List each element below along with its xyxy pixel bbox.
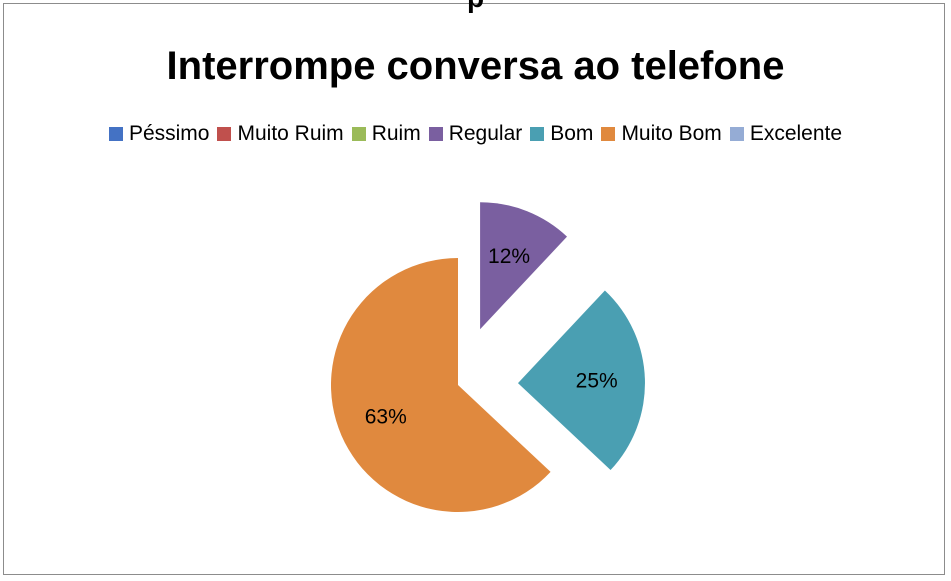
chart-legend: Péssimo Muito Ruim Ruim Regular Bom Muito Bom… <box>0 122 951 146</box>
legend-label: Muito Ruim <box>237 122 344 145</box>
chart-title: Interrompe conversa ao telefone <box>166 44 785 88</box>
legend-swatch <box>729 127 744 141</box>
legend-item: Muito Ruim <box>217 122 344 146</box>
legend-label: Muito Bom <box>621 122 722 145</box>
legend-swatch <box>108 127 123 141</box>
pie-slice-bom <box>517 290 645 471</box>
legend-label: Regular <box>448 122 523 145</box>
slice-data-label: 25% <box>576 370 618 393</box>
legend-swatch <box>217 127 232 141</box>
slice-data-label: 63% <box>365 405 407 428</box>
legend-item: Regular <box>428 122 523 146</box>
legend-item: Péssimo <box>108 122 210 146</box>
pie-slice-muito-bom <box>331 258 551 512</box>
legend-item: Ruim <box>351 122 421 146</box>
slice-data-label: 12% <box>488 245 530 268</box>
legend-label: Ruim <box>371 122 421 145</box>
legend-label: Bom <box>550 122 594 145</box>
legend-swatch <box>351 127 366 141</box>
legend-label: Péssimo <box>128 122 210 145</box>
pie-slice-regular <box>480 202 568 330</box>
legend-item: Excelente <box>729 122 843 146</box>
legend-item: Bom <box>530 122 593 146</box>
legend-item: Muito Bom <box>601 122 722 146</box>
legend-swatch <box>428 127 443 141</box>
clipped-heading: p <box>0 0 951 14</box>
legend-swatch <box>601 127 616 141</box>
legend-label: Excelente <box>749 122 843 145</box>
legend-swatch <box>530 127 545 141</box>
